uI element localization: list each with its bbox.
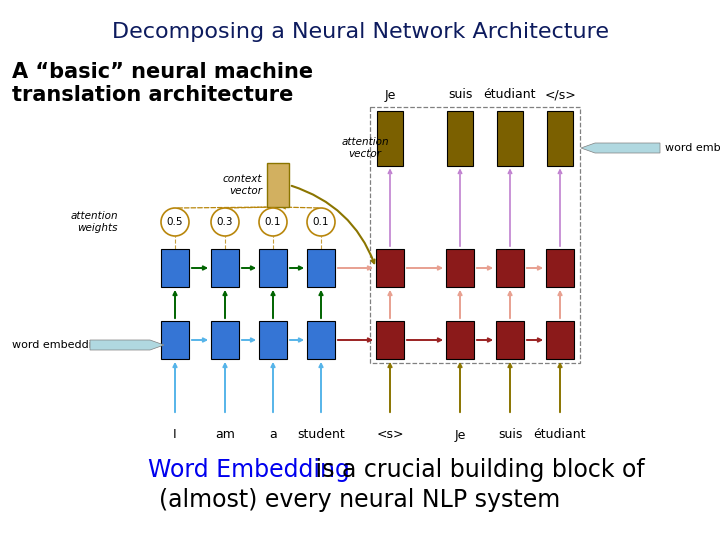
Text: étudiant: étudiant bbox=[484, 89, 536, 102]
Bar bbox=[211, 321, 239, 359]
Text: 0.1: 0.1 bbox=[265, 217, 282, 227]
Bar bbox=[446, 249, 474, 287]
Text: is a crucial building block of: is a crucial building block of bbox=[308, 458, 644, 482]
Text: étudiant: étudiant bbox=[534, 429, 586, 442]
Text: attention
weights: attention weights bbox=[71, 211, 118, 233]
Bar bbox=[547, 111, 573, 165]
Text: A “basic” neural machine: A “basic” neural machine bbox=[12, 62, 313, 82]
FancyArrow shape bbox=[90, 340, 164, 350]
Bar bbox=[546, 321, 574, 359]
Text: word embedding: word embedding bbox=[665, 143, 720, 153]
Bar bbox=[497, 111, 523, 165]
Bar bbox=[259, 321, 287, 359]
Bar bbox=[267, 163, 289, 207]
Text: Decomposing a Neural Network Architecture: Decomposing a Neural Network Architectur… bbox=[112, 22, 608, 42]
Text: Word Embedding: Word Embedding bbox=[148, 458, 350, 482]
Text: attention
vector: attention vector bbox=[341, 137, 389, 159]
Bar bbox=[259, 249, 287, 287]
Bar bbox=[496, 321, 524, 359]
Bar bbox=[307, 321, 335, 359]
Circle shape bbox=[307, 208, 335, 236]
Bar bbox=[370, 106, 580, 363]
Bar bbox=[496, 249, 524, 287]
Text: am: am bbox=[215, 429, 235, 442]
Bar bbox=[546, 249, 574, 287]
Bar bbox=[307, 249, 335, 287]
Bar bbox=[446, 321, 474, 359]
Bar bbox=[211, 249, 239, 287]
Text: 0.5: 0.5 bbox=[167, 217, 184, 227]
Bar bbox=[161, 249, 189, 287]
Circle shape bbox=[211, 208, 239, 236]
Text: a: a bbox=[269, 429, 277, 442]
Text: 0.3: 0.3 bbox=[217, 217, 233, 227]
Text: translation architecture: translation architecture bbox=[12, 85, 293, 105]
Text: suis: suis bbox=[498, 429, 522, 442]
Text: Je: Je bbox=[454, 429, 466, 442]
Text: (almost) every neural NLP system: (almost) every neural NLP system bbox=[159, 488, 561, 512]
Text: Je: Je bbox=[384, 89, 396, 102]
Text: word embedding: word embedding bbox=[12, 340, 106, 350]
Text: context
vector: context vector bbox=[222, 174, 262, 196]
Circle shape bbox=[259, 208, 287, 236]
Bar bbox=[377, 111, 403, 165]
Circle shape bbox=[161, 208, 189, 236]
Text: 0.1: 0.1 bbox=[312, 217, 329, 227]
Text: <s>: <s> bbox=[377, 429, 404, 442]
Text: suis: suis bbox=[448, 89, 472, 102]
Bar bbox=[376, 321, 404, 359]
FancyArrow shape bbox=[581, 143, 660, 153]
Bar bbox=[161, 321, 189, 359]
Bar bbox=[447, 111, 473, 165]
Text: </s>: </s> bbox=[544, 89, 576, 102]
Bar bbox=[376, 249, 404, 287]
Text: student: student bbox=[297, 429, 345, 442]
Text: I: I bbox=[174, 429, 177, 442]
